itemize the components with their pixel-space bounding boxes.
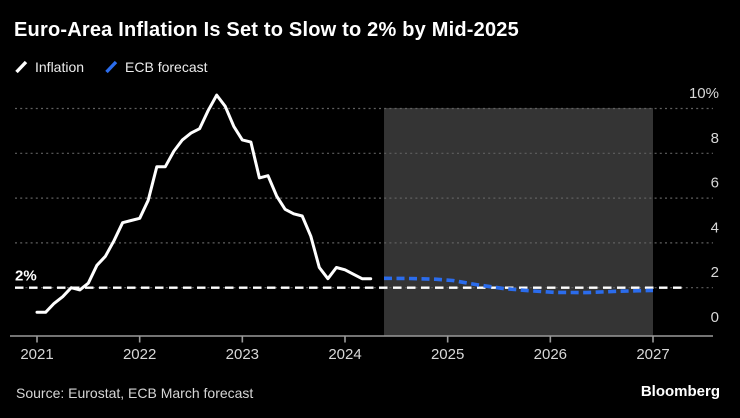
y-tick-label: 0 <box>711 309 719 326</box>
y-tick-label: 8 <box>711 130 719 147</box>
inflation-slash-icon <box>15 60 28 74</box>
ecb-forecast-slash-icon <box>105 60 118 74</box>
chart-legend: Inflation ECB forecast <box>14 59 208 75</box>
x-tick-label: 2021 <box>20 346 53 363</box>
x-tick-label: 2023 <box>226 346 259 363</box>
legend-label-inflation: Inflation <box>35 59 85 75</box>
two-percent-label: 2% <box>15 268 37 285</box>
legend-item-ecb-forecast: ECB forecast <box>104 59 208 75</box>
y-tick-label: 6 <box>711 175 719 192</box>
forecast-region <box>384 108 654 336</box>
x-tick-label: 2026 <box>534 346 567 363</box>
legend-label-ecb-forecast: ECB forecast <box>125 59 208 75</box>
x-tick-label: 2027 <box>636 346 669 363</box>
y-tick-label: 2 <box>711 264 719 281</box>
x-tick-label: 2024 <box>328 346 361 363</box>
bloomberg-logo: Bloomberg <box>640 383 720 400</box>
y-tick-label: 4 <box>711 219 719 236</box>
inflation-line <box>35 93 373 314</box>
chart-title: Euro-Area Inflation Is Set to Slow to 2%… <box>14 19 519 41</box>
x-tick-label: 2022 <box>123 346 156 363</box>
legend-item-inflation: Inflation <box>14 59 84 75</box>
ecb-forecast-line <box>383 276 654 295</box>
y-tick-label: 10% <box>689 85 719 102</box>
x-tick-label: 2025 <box>431 346 464 363</box>
source-note: Source: Eurostat, ECB March forecast <box>16 385 254 401</box>
